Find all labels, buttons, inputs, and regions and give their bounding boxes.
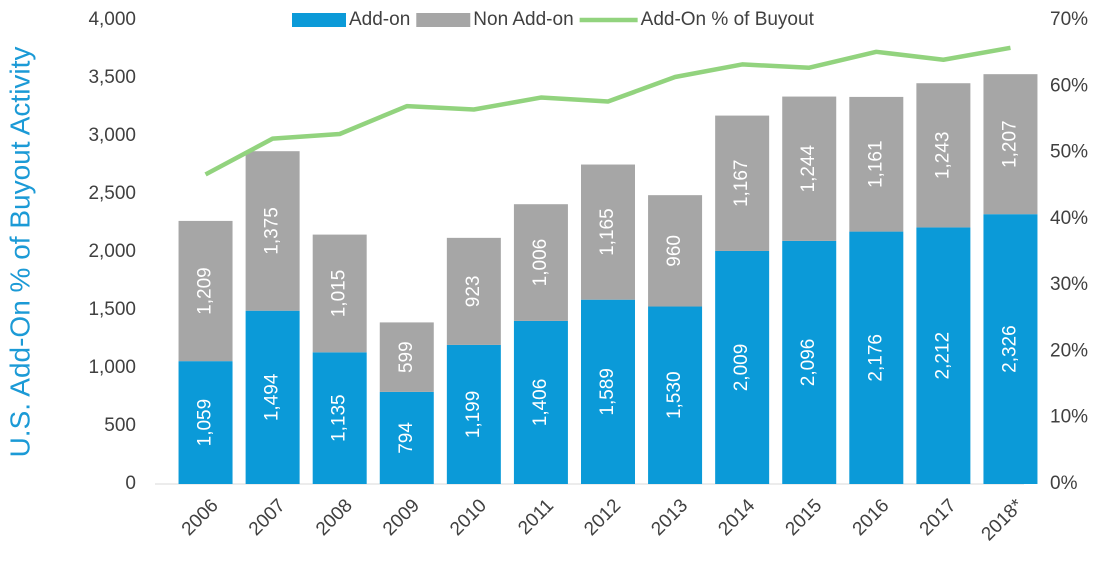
y-tick-label: 1,000 (88, 357, 136, 378)
value-label: 1,199 (463, 391, 484, 439)
legend-label: Add-On % of Buyout (641, 9, 815, 30)
bar (581, 164, 635, 300)
value-label: 2,176 (865, 334, 886, 382)
y-tick-label: 500 (104, 415, 136, 436)
bar (245, 310, 300, 484)
y-tick-label: 3,500 (88, 67, 136, 88)
value-label: 2,096 (798, 339, 819, 387)
y2-tick-label: 70% (1050, 9, 1088, 30)
bar (513, 204, 568, 321)
y2-tick-label: 0% (1050, 473, 1078, 494)
y-tick-label: 0 (125, 473, 136, 494)
value-label: 1,406 (530, 379, 551, 427)
bar (849, 96, 904, 232)
y2-tick-label: 50% (1050, 142, 1088, 163)
bar (983, 74, 1038, 215)
x-tick-label: 2007 (245, 495, 290, 540)
bar (379, 322, 434, 392)
value-label: 1,207 (999, 120, 1020, 168)
y2-tick-label: 30% (1050, 274, 1088, 295)
value-label: 1,015 (329, 270, 350, 318)
value-label: 1,243 (932, 132, 953, 180)
value-label: 1,494 (262, 373, 283, 421)
y-tick-label: 2,000 (88, 241, 136, 262)
value-label: 1,209 (195, 267, 216, 315)
y-tick-label: 3,000 (88, 125, 136, 146)
value-label: 599 (396, 341, 417, 373)
y-tick-label: 4,000 (88, 9, 136, 30)
value-label: 1,161 (865, 140, 886, 188)
bar (446, 237, 501, 345)
value-label: 923 (463, 276, 484, 308)
bar (178, 361, 233, 484)
bar (782, 240, 837, 484)
bar (648, 306, 703, 484)
x-tick-label: 2009 (379, 495, 424, 540)
x-tick-label: 2015 (782, 495, 827, 540)
bar (245, 151, 300, 311)
legend-label: Add-on (349, 9, 410, 30)
bar (782, 96, 837, 241)
bar (379, 391, 434, 484)
bar (648, 195, 703, 307)
x-tick-label: 2012 (580, 495, 625, 540)
y2-tick-label: 20% (1050, 340, 1088, 361)
x-tick-label: 2010 (446, 495, 491, 540)
y-tick-label: 1,500 (88, 299, 136, 320)
value-label: 2,212 (932, 332, 953, 380)
value-label: 1,135 (329, 394, 350, 442)
x-tick-label: 2016 (849, 495, 894, 540)
bar (446, 344, 501, 484)
bar (715, 250, 770, 484)
bar (849, 231, 904, 484)
value-label: 2,326 (999, 325, 1020, 373)
y2-tick-label: 40% (1050, 208, 1088, 229)
y-axis-label: U.S. Add-On % of Buyout Activity (4, 47, 35, 458)
x-tick-label: 2017 (916, 495, 961, 540)
y2-tick-label: 60% (1050, 75, 1088, 96)
x-tick-label: 2008 (312, 495, 357, 540)
bar (983, 214, 1038, 484)
line (204, 45, 1011, 177)
value-label: 1,530 (664, 371, 685, 419)
bar (178, 220, 233, 362)
bar (916, 227, 971, 484)
y-tick-label: 2,500 (88, 183, 136, 204)
value-label: 2,009 (731, 344, 752, 392)
value-label: 1,244 (798, 145, 819, 193)
x-tick-label: 2018* (978, 495, 1028, 545)
value-label: 794 (396, 422, 417, 454)
legend-swatch (416, 13, 471, 27)
bar (312, 234, 367, 353)
value-label: 1,006 (530, 239, 551, 287)
value-label: 960 (664, 235, 685, 267)
bar (513, 320, 568, 484)
x-tick-label: 2011 (514, 495, 558, 539)
legend-label: Non Add-on (473, 9, 573, 30)
x-tick-label: 2014 (714, 495, 759, 540)
value-label: 1,165 (597, 208, 618, 256)
bar (715, 115, 770, 251)
legend-swatch (292, 13, 346, 27)
bar (916, 83, 971, 228)
bar (312, 352, 367, 484)
value-label: 1,375 (262, 207, 283, 255)
y2-tick-label: 10% (1050, 407, 1088, 428)
value-label: 1,059 (195, 399, 216, 447)
x-tick-label: 2013 (647, 495, 692, 540)
value-label: 1,167 (731, 159, 752, 207)
bar (581, 299, 635, 484)
x-tick-label: 2006 (178, 495, 223, 540)
value-label: 1,589 (597, 368, 618, 416)
